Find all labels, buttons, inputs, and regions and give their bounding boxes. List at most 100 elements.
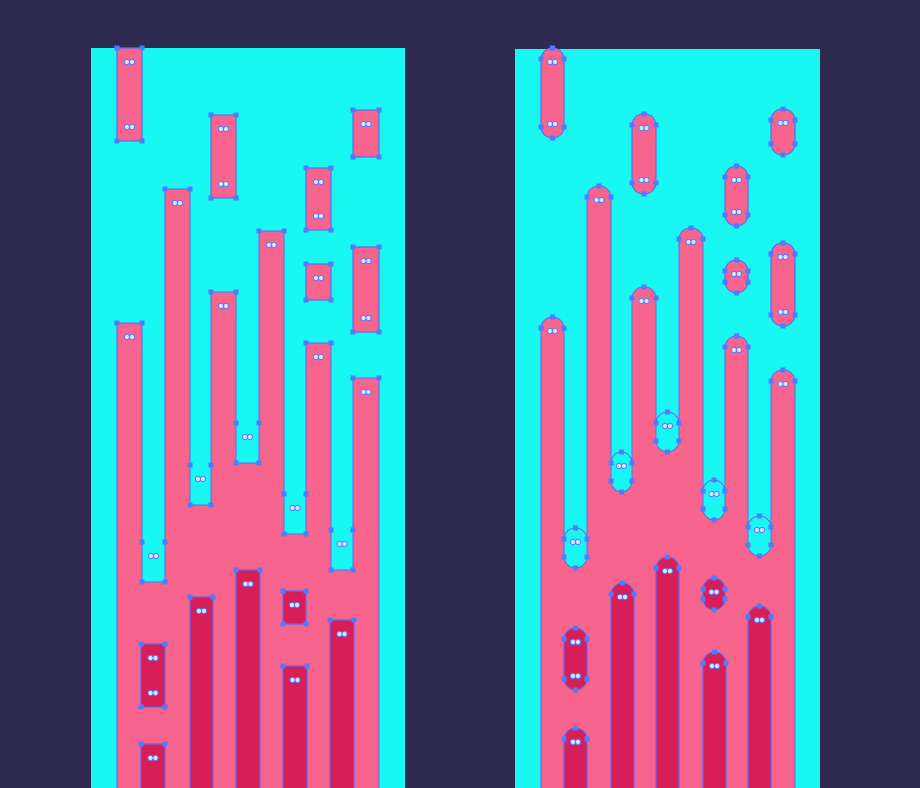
anchor-point[interactable] (631, 591, 637, 597)
anchor-point[interactable] (641, 284, 647, 290)
anchor-point[interactable] (768, 614, 774, 620)
anchor-point[interactable] (256, 420, 262, 426)
drip-column-shape[interactable] (352, 377, 380, 788)
anchor-point[interactable] (792, 251, 798, 257)
anchor-point[interactable] (233, 420, 239, 426)
dark-bar-shape[interactable] (563, 727, 588, 788)
anchor-point[interactable] (745, 344, 751, 350)
anchor-point[interactable] (712, 649, 717, 655)
anchor-point[interactable] (376, 244, 382, 250)
anchor-point[interactable] (303, 165, 309, 171)
anchor-point[interactable] (138, 741, 144, 747)
drip-column-shape[interactable] (540, 316, 565, 788)
drip-gap-shape[interactable] (747, 515, 772, 557)
anchor-point[interactable] (327, 617, 333, 623)
anchor-point[interactable] (280, 588, 286, 594)
anchor-point[interactable] (233, 112, 239, 118)
anchor-point[interactable] (641, 111, 647, 117)
anchor-point[interactable] (792, 117, 798, 123)
anchor-point[interactable] (653, 122, 659, 128)
anchor-point[interactable] (138, 641, 144, 647)
anchor-point[interactable] (665, 554, 670, 560)
anchor-point[interactable] (550, 45, 555, 51)
drip-gap-shape[interactable] (563, 527, 588, 569)
anchor-point[interactable] (139, 539, 145, 545)
anchor-point[interactable] (162, 579, 168, 585)
anchor-point[interactable] (281, 531, 287, 537)
anchor-point[interactable] (584, 536, 590, 542)
drop-pill-shape[interactable] (305, 167, 332, 231)
dark-bar-shape[interactable] (140, 743, 166, 788)
dark-bar-shape[interactable] (563, 627, 588, 691)
dark-bar-shape[interactable] (702, 577, 726, 611)
anchor-point[interactable] (700, 488, 706, 494)
anchor-point[interactable] (210, 594, 216, 600)
anchor-point[interactable] (700, 660, 706, 666)
dark-bar-shape[interactable] (747, 605, 772, 788)
anchor-point[interactable] (328, 567, 334, 573)
anchor-point[interactable] (303, 261, 309, 267)
anchor-point[interactable] (561, 325, 567, 331)
anchor-point[interactable] (162, 186, 168, 192)
anchor-point[interactable] (722, 596, 728, 602)
dark-bar-shape[interactable] (282, 590, 307, 625)
anchor-point[interactable] (573, 565, 578, 571)
drip-column-shape[interactable] (586, 185, 612, 788)
anchor-point[interactable] (792, 141, 798, 147)
anchor-point[interactable] (745, 279, 751, 285)
anchor-point[interactable] (208, 502, 214, 508)
anchor-point[interactable] (711, 517, 717, 523)
anchor-point[interactable] (608, 194, 614, 200)
anchor-point[interactable] (538, 325, 544, 331)
dark-bar-shape[interactable] (189, 596, 214, 788)
drop-pill-shape[interactable] (631, 113, 657, 195)
drip-gap-shape[interactable] (702, 479, 726, 521)
anchor-point[interactable] (376, 107, 382, 113)
anchor-point[interactable] (256, 460, 262, 466)
anchor-point[interactable] (768, 251, 774, 257)
anchor-point[interactable] (303, 227, 309, 233)
anchor-point[interactable] (561, 636, 567, 642)
anchor-point[interactable] (629, 460, 635, 466)
anchor-point[interactable] (608, 478, 614, 484)
anchor-point[interactable] (187, 186, 193, 192)
anchor-point[interactable] (734, 163, 739, 169)
anchor-point[interactable] (768, 141, 774, 147)
anchor-point[interactable] (653, 420, 659, 426)
anchor-point[interactable] (350, 107, 356, 113)
anchor-point[interactable] (700, 596, 706, 602)
anchor-point[interactable] (608, 591, 614, 597)
anchor-point[interactable] (328, 527, 334, 533)
anchor-point[interactable] (745, 542, 751, 548)
dark-bar-shape[interactable] (329, 619, 355, 788)
anchor-point[interactable] (208, 462, 214, 468)
drip-column-shape[interactable] (258, 230, 285, 788)
anchor-point[interactable] (187, 462, 193, 468)
anchor-point[interactable] (792, 312, 798, 318)
anchor-point[interactable] (711, 607, 717, 613)
drop-pill-shape[interactable] (305, 263, 332, 301)
anchor-point[interactable] (734, 290, 739, 296)
anchor-point[interactable] (162, 641, 168, 647)
anchor-point[interactable] (768, 524, 774, 530)
anchor-point[interactable] (734, 333, 739, 339)
anchor-point[interactable] (653, 565, 659, 571)
anchor-point[interactable] (608, 460, 614, 466)
anchor-point[interactable] (653, 180, 659, 186)
anchor-point[interactable] (584, 736, 590, 742)
anchor-point[interactable] (208, 195, 214, 201)
anchor-point[interactable] (162, 539, 168, 545)
anchor-point[interactable] (584, 636, 590, 642)
anchor-point[interactable] (722, 279, 728, 285)
drop-pill-shape[interactable] (724, 165, 749, 227)
anchor-point[interactable] (629, 180, 635, 186)
anchor-point[interactable] (350, 329, 356, 335)
anchor-point[interactable] (745, 212, 751, 218)
anchor-point[interactable] (584, 676, 590, 682)
anchor-point[interactable] (757, 603, 762, 609)
anchor-point[interactable] (162, 741, 168, 747)
drop-pill-shape[interactable] (770, 108, 796, 156)
anchor-point[interactable] (561, 736, 567, 742)
anchor-point[interactable] (281, 228, 287, 234)
anchor-point[interactable] (114, 138, 120, 144)
